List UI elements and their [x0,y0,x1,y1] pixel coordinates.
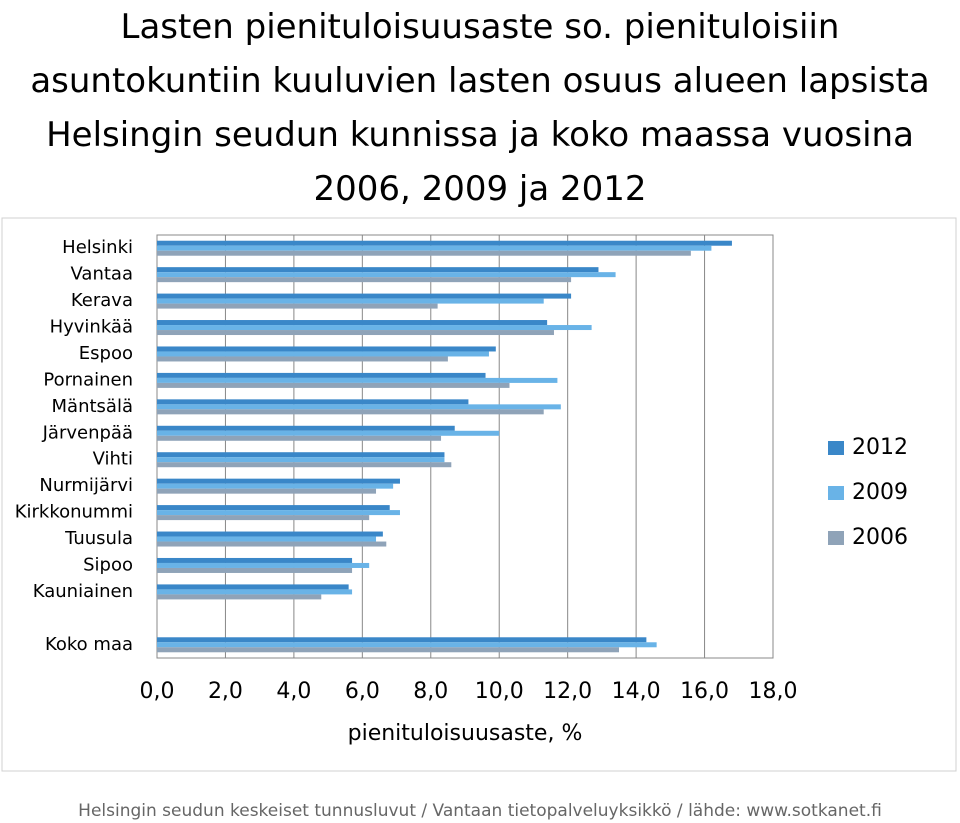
bar [157,404,561,410]
bar [157,399,469,405]
y-tick-label: Koko maa [45,634,133,655]
bar [157,298,544,304]
chart-title: Lasten pienituloisuusaste so. pienituloi… [30,7,930,209]
bar [157,377,558,383]
y-tick-label: Espoo [79,343,133,364]
bar [157,541,387,547]
y-tick-label: Pornainen [43,369,133,390]
bar [157,356,448,362]
bar [157,536,377,542]
bar [157,435,442,441]
bar [157,589,353,595]
footer: Helsingin seudun keskeiset tunnusluvut /… [78,801,882,821]
bar [157,293,572,299]
bar [157,346,496,352]
x-tick-label: 6,0 [345,679,380,704]
bar [157,637,647,643]
x-tick-label: 18,0 [749,679,798,704]
bar [157,372,486,378]
y-tick-label: Kirkkonummi [15,502,133,523]
legend-swatch [828,441,844,455]
y-tick-label: Nurmijärvi [39,475,133,496]
bar [157,562,370,568]
bar [157,642,657,648]
bar [157,267,599,273]
x-tick-label: 0,0 [140,679,175,704]
legend-label: 2009 [852,480,908,505]
bar [157,325,592,331]
bar [157,457,445,463]
bar [157,647,619,653]
legend-swatch [828,531,844,545]
y-tick-label: Hyvinkää [50,317,133,338]
bar [157,452,445,458]
legend-swatch [828,486,844,500]
bar [157,531,383,537]
legend-label: 2006 [852,525,908,550]
bar [157,425,455,431]
bar [157,277,572,283]
bar [157,584,349,590]
y-tick-label: Järvenpää [42,422,133,443]
x-tick-label: 14,0 [612,679,661,704]
y-tick-label: Tuusula [64,528,133,549]
bar [157,567,353,573]
bar [157,557,353,563]
x-tick-label: 2,0 [208,679,243,704]
bar [157,303,438,309]
y-tick-label: Kauniainen [33,581,133,602]
bar [157,430,500,436]
bar [157,330,554,336]
y-tick-label: Kerava [71,290,133,311]
bar [157,505,390,511]
chart-frame [1,217,957,772]
bar [157,478,400,484]
x-tick-label: 16,0 [680,679,729,704]
bar [157,240,732,246]
bar [157,515,370,521]
bar [157,320,548,326]
bar [157,488,377,494]
bar [157,462,452,468]
x-tick-label: 8,0 [413,679,448,704]
y-tick-label: Sipoo [83,554,133,575]
bar [157,245,712,251]
x-tick-label: 12,0 [543,679,592,704]
y-tick-label: Helsinki [62,237,133,258]
x-axis-label: pienituloisuusaste, % [348,721,583,746]
bar [157,382,510,388]
bar [157,594,322,600]
legend-label: 2012 [852,435,908,460]
bar [157,409,544,415]
bar [157,483,394,489]
bar [157,272,616,278]
x-tick-label: 10,0 [475,679,524,704]
y-tick-label: Mäntsälä [52,396,133,417]
bar [157,351,489,357]
x-tick-label: 4,0 [276,679,311,704]
bar [157,510,400,516]
bar [157,250,691,256]
y-tick-label: Vihti [93,449,133,470]
y-tick-label: Vantaa [71,264,133,285]
